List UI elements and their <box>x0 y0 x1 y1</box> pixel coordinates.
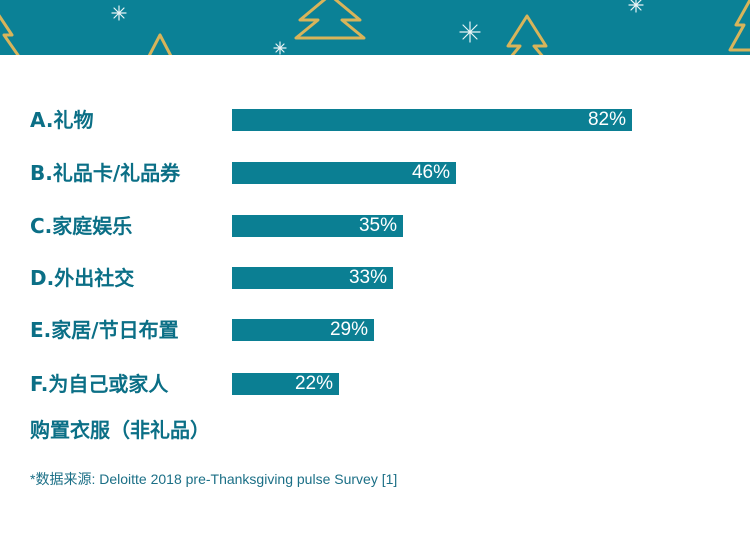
category-label: D.外出社交 <box>30 266 135 290</box>
category-label-continuation: 购置衣服（非礼品） <box>30 418 210 442</box>
bar-value-label: 22% <box>294 373 333 394</box>
bar: 22% <box>232 373 339 395</box>
bar: 46% <box>232 162 456 184</box>
category-label: B.礼品卡/礼品券 <box>30 161 181 185</box>
bar: 33% <box>232 267 393 289</box>
bar-value-label: 33% <box>348 267 387 288</box>
category-label: C.家庭娱乐 <box>30 214 133 238</box>
category-label: E.家居/节日布置 <box>30 318 179 342</box>
bar: 35% <box>232 215 403 237</box>
holiday-banner <box>0 0 750 55</box>
bar: 82% <box>232 109 632 131</box>
category-label: A.礼物 <box>30 108 94 132</box>
bar-value-label: 82% <box>587 109 626 130</box>
christmas-tree-decoration-icon <box>0 0 750 55</box>
source-footnote: *数据来源: Deloitte 2018 pre-Thanksgiving pu… <box>30 471 398 487</box>
bar: 29% <box>232 319 374 341</box>
category-label: F.为自己或家人 <box>30 372 169 396</box>
bar-value-label: 35% <box>358 215 397 236</box>
bar-value-label: 29% <box>329 319 368 340</box>
bar-value-label: 46% <box>411 162 450 183</box>
